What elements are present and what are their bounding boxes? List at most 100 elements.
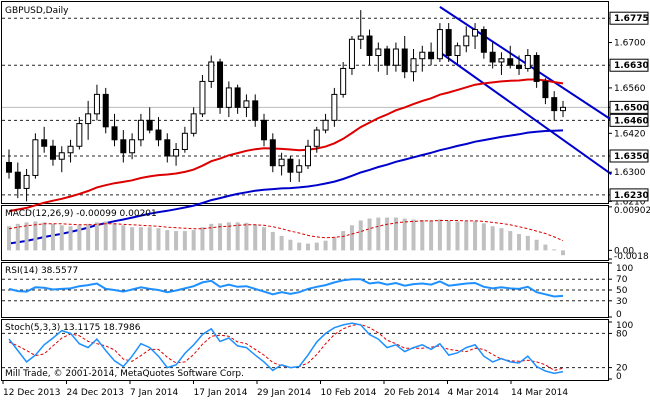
rsi-tick-label: 0 — [616, 310, 622, 320]
candle-body — [542, 80, 549, 99]
macd-histogram-bar — [42, 222, 47, 251]
candle-body — [357, 35, 364, 40]
candle-body — [102, 93, 109, 128]
candle-body — [85, 113, 92, 125]
candle-body — [419, 51, 426, 60]
candle-body — [463, 35, 470, 47]
macd-histogram-bar — [490, 226, 495, 251]
macd-histogram-bar — [508, 231, 513, 251]
macd-histogram-bar — [420, 219, 425, 251]
stoch-tick-label: 100 — [616, 321, 633, 331]
macd-histogram-bar — [473, 221, 478, 251]
candle-body — [23, 174, 30, 189]
candle-body — [384, 48, 391, 66]
candle-body — [278, 158, 285, 167]
macd-histogram-bar — [411, 219, 416, 251]
macd-histogram-bar — [253, 224, 258, 251]
candle-body — [348, 38, 355, 69]
macd-histogram-bar — [552, 249, 557, 251]
candle-body — [331, 93, 338, 121]
candle-body — [428, 51, 435, 60]
candle-body — [137, 119, 144, 141]
price-level-box — [609, 58, 649, 72]
candle-body — [234, 87, 241, 108]
candle-body — [217, 61, 224, 108]
macd-histogram-bar — [165, 230, 170, 251]
candle-body — [225, 87, 232, 108]
macd-histogram-bar — [94, 222, 99, 251]
date-tick-label: 12 Dec 2013 — [3, 388, 61, 398]
price-pane-title: GBPUSD,Daily — [5, 6, 69, 16]
candle-body — [269, 139, 276, 167]
macd-histogram-bar — [534, 239, 539, 251]
date-tick-label: 24 Dec 2013 — [67, 388, 125, 398]
date-tick-label: 29 Jan 2014 — [257, 388, 311, 398]
stoch-tick-label: 0 — [616, 372, 622, 382]
candle-body — [93, 93, 100, 115]
candle-body — [173, 149, 180, 157]
macd-histogram-bar — [226, 222, 231, 251]
stoch-pane-title: Stoch(5,3,3) 13.1175 18.7986 — [5, 323, 141, 333]
macd-histogram-bar — [200, 227, 205, 251]
macd-histogram-bar — [323, 240, 328, 251]
rsi-pane-title: RSI(14) 38.5577 — [5, 266, 78, 276]
price-level-box — [609, 149, 649, 163]
macd-histogram-bar — [50, 223, 55, 251]
macd-histogram-bar — [543, 244, 548, 251]
macd-histogram-bar — [174, 231, 179, 251]
macd-tick-label: -0.0018 — [614, 252, 649, 262]
price-level-box — [609, 11, 649, 25]
candle-body — [340, 67, 347, 95]
macd-histogram-bar — [385, 217, 390, 251]
candle-body — [489, 51, 496, 63]
candle-body — [322, 119, 329, 131]
macd-histogram-bar — [15, 223, 20, 251]
channel-lower-line — [439, 51, 612, 175]
macd-histogram-bar — [191, 230, 196, 251]
candle-body — [129, 139, 136, 154]
candle-body — [498, 58, 505, 63]
candle-body — [401, 48, 408, 73]
macd-histogram-bar — [455, 221, 460, 251]
candle-body — [436, 29, 443, 60]
stoch-tick-label: 20 — [616, 364, 628, 374]
candle-body — [366, 35, 373, 56]
time-axis: 12 Dec 2013 24 Dec 2013 7 Jan 2014 17 Jan 2… — [2, 380, 568, 398]
macd-signal-line — [8, 220, 564, 242]
macd-histogram-bar — [77, 225, 82, 251]
candle-body — [67, 145, 74, 154]
price-level-label: 1.6460 — [614, 116, 649, 126]
price-tick-label: 1.6210 — [614, 197, 646, 207]
candle-body — [164, 139, 171, 157]
candle-body — [313, 129, 320, 147]
candle-body — [243, 100, 250, 108]
macd-histogram-bar — [121, 225, 126, 251]
macd-indicator: 0.00902 0.00-0.0018 — [7, 206, 650, 262]
price-level-box — [609, 188, 649, 202]
date-tick-label: 14 Mar 2014 — [511, 388, 568, 398]
price-level-label: 1.6630 — [614, 61, 649, 71]
macd-histogram-bar — [429, 220, 434, 251]
macd-histogram-bar — [218, 223, 223, 251]
macd-pane-title: MACD(12,26,9) -0.00099 0.00201 — [5, 209, 157, 219]
macd-histogram-bar — [86, 223, 91, 251]
macd-pane — [1, 205, 609, 261]
price-level-label: 1.6230 — [614, 191, 649, 201]
candle-body — [454, 45, 461, 56]
price-level-box — [609, 113, 649, 127]
macd-histogram-bar — [376, 217, 381, 251]
macd-histogram-bar — [517, 233, 522, 251]
macd-histogram-bar — [147, 227, 152, 251]
candle-body — [155, 129, 162, 141]
candle-body — [551, 97, 558, 112]
stoch-k-line — [8, 322, 564, 375]
rsi-tick-label: 70 — [616, 275, 628, 285]
price-tick-label: 1.6420 — [614, 129, 646, 139]
macd-histogram-bar — [182, 231, 187, 251]
macd-histogram-bar — [464, 221, 469, 251]
candle-body — [190, 113, 197, 134]
macd-histogram-bar — [59, 225, 64, 251]
stoch-tick-label: 80 — [616, 329, 628, 339]
